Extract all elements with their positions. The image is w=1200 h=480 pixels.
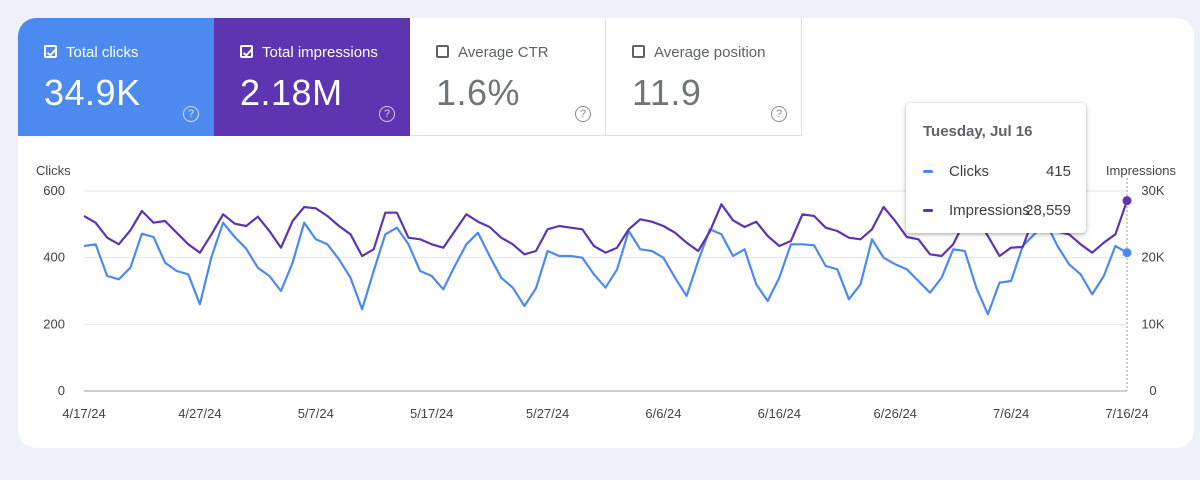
x-tick-label: 6/6/24 [645, 406, 681, 421]
series-line-clicks [83, 221, 1128, 316]
metric-average-ctr[interactable]: Average CTR 1.6% ? [410, 18, 606, 136]
help-icon[interactable]: ? [771, 106, 787, 122]
x-tick-label: 4/17/24 [62, 406, 105, 421]
help-icon[interactable]: ? [575, 106, 591, 122]
checkbox-checked-icon[interactable] [240, 45, 253, 58]
tooltip-date: Tuesday, Jul 16 [923, 123, 1033, 140]
tooltip-row-impressions: Impressions 28,559 [923, 200, 1079, 220]
series-line-impressions [83, 200, 1129, 258]
metric-total-clicks[interactable]: Total clicks 34.9K ? [18, 18, 214, 136]
metric-total-impressions[interactable]: Total impressions 2.18M ? [214, 18, 410, 136]
metric-tabs: Total clicks 34.9K ? Total impressions 2… [18, 18, 802, 136]
metric-average-position[interactable]: Average position 11.9 ? [606, 18, 802, 136]
series-point-impressions [1122, 196, 1132, 206]
metric-value: 11.9 [632, 72, 702, 113]
tooltip-label: Clicks [949, 163, 989, 180]
series-point-clicks [1122, 248, 1132, 258]
checkbox-unchecked-icon[interactable] [632, 45, 645, 58]
y-tick-label-right: 20K [1141, 250, 1164, 265]
help-icon[interactable]: ? [183, 106, 199, 122]
performance-line-chart[interactable]: 0 200 400 600 0 10K 20K 30K Clicks Impressions 4/1… [18, 18, 1194, 448]
x-tick-label: 5/17/24 [410, 406, 453, 421]
y-tick-label-left: 200 [43, 316, 65, 331]
checkbox-unchecked-icon[interactable] [436, 45, 449, 58]
chart-tooltip: Tuesday, Jul 16 Clicks 415 Impressions 2… [906, 103, 1086, 233]
y-axis-title-left: Clicks [36, 163, 71, 178]
x-tick-label: 7/6/24 [993, 406, 1029, 421]
tooltip-label: Impressions [949, 202, 1030, 219]
tooltip-row-clicks: Clicks 415 [923, 161, 1079, 181]
tooltip-value: 28,559 [1025, 202, 1071, 219]
y-tick-label-right: 10K [1141, 316, 1164, 331]
help-icon[interactable]: ? [379, 106, 395, 122]
metric-value: 2.18M [240, 72, 343, 113]
metric-value: 34.9K [44, 72, 141, 113]
series-color-swatch [923, 170, 933, 173]
x-tick-label: 6/26/24 [874, 406, 917, 421]
tooltip-value: 415 [1045, 163, 1071, 180]
metric-label: Total impressions [262, 44, 378, 61]
performance-card: Total clicks 34.9K ? Total impressions 2… [18, 18, 1194, 448]
y-tick-label-left: 600 [43, 183, 65, 198]
x-tick-label: 5/7/24 [298, 406, 334, 421]
y-axis-title-right: Impressions [1106, 163, 1177, 178]
metric-label: Total clicks [66, 44, 139, 61]
metric-value: 1.6% [436, 72, 521, 113]
metric-label: Average CTR [458, 44, 549, 61]
series-color-swatch [923, 209, 933, 212]
y-tick-label-right: 30K [1141, 183, 1164, 198]
y-tick-label-left: 0 [58, 383, 65, 398]
x-tick-label: 5/27/24 [526, 406, 569, 421]
checkbox-checked-icon[interactable] [44, 45, 57, 58]
x-tick-label: 7/16/24 [1105, 406, 1148, 421]
y-tick-label-left: 400 [43, 250, 65, 265]
y-tick-label-right: 0 [1149, 383, 1156, 398]
metric-label: Average position [654, 44, 766, 61]
x-tick-label: 4/27/24 [178, 406, 221, 421]
x-tick-label: 6/16/24 [758, 406, 801, 421]
